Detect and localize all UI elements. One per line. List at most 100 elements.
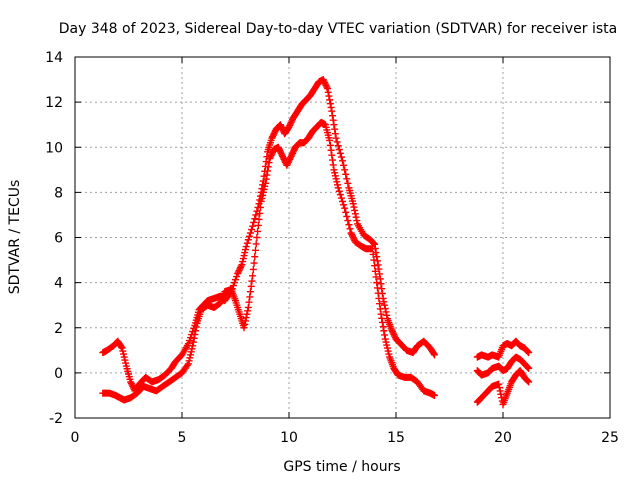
data-point-marker xyxy=(378,318,386,326)
data-point-marker xyxy=(524,348,532,356)
data-point-marker xyxy=(378,314,386,322)
data-point-marker xyxy=(381,301,389,309)
x-tick-label: 10 xyxy=(280,430,298,446)
data-point-marker xyxy=(329,116,337,124)
data-point-marker xyxy=(341,166,349,174)
y-tick-label: -2 xyxy=(49,411,63,427)
data-point-marker xyxy=(256,203,264,211)
data-point-marker xyxy=(117,343,125,351)
data-point-marker xyxy=(523,376,531,384)
data-point-marker xyxy=(376,305,384,313)
data-point-marker xyxy=(243,310,251,318)
data-point-marker xyxy=(352,213,360,221)
y-tick-label: 12 xyxy=(45,95,63,111)
data-point-marker xyxy=(323,83,331,91)
chart-title: Day 348 of 2023, Sidereal Day-to-day VTE… xyxy=(59,21,617,37)
x-tick-label: 15 xyxy=(387,430,405,446)
data-point-marker xyxy=(346,225,354,233)
data-point-marker xyxy=(190,334,198,342)
data-point-marker xyxy=(264,163,272,171)
data-point-marker xyxy=(189,338,197,346)
data-point-marker xyxy=(263,171,271,179)
data-point-marker xyxy=(254,227,262,235)
data-point-marker xyxy=(249,222,257,230)
data-point-marker xyxy=(350,203,358,211)
series-evening-track-middle xyxy=(473,353,533,379)
data-point-marker xyxy=(523,347,531,355)
data-point-marker xyxy=(375,265,383,273)
data-point-marker xyxy=(381,331,389,339)
data-point-marker xyxy=(495,380,503,388)
data-point-marker xyxy=(246,288,254,296)
y-axis-label: SDTVAR / TECUs xyxy=(7,180,23,295)
data-point-marker xyxy=(192,327,200,335)
data-point-marker xyxy=(324,88,332,96)
data-point-marker xyxy=(249,265,257,273)
data-point-marker xyxy=(191,331,199,339)
data-point-marker xyxy=(369,239,377,247)
data-point-marker xyxy=(330,121,338,129)
data-point-marker xyxy=(376,270,384,278)
series-evening-track-lower xyxy=(473,367,533,408)
data-point-marker xyxy=(376,275,384,283)
data-point-marker xyxy=(373,284,381,292)
data-point-marker xyxy=(375,294,383,302)
data-point-marker xyxy=(249,272,257,280)
data-point-marker xyxy=(496,387,504,395)
data-point-marker xyxy=(370,240,378,248)
data-point-marker xyxy=(332,134,340,142)
data-point-marker xyxy=(371,267,379,275)
data-point-marker xyxy=(192,323,200,331)
data-point-marker xyxy=(351,210,359,218)
data-point-marker xyxy=(327,103,335,111)
data-point-marker xyxy=(251,246,259,254)
data-point-marker xyxy=(342,170,350,178)
data-point-marker xyxy=(377,280,385,288)
series-evening-track-upper xyxy=(473,337,533,361)
data-point-marker xyxy=(331,130,339,138)
data-point-marker xyxy=(248,277,256,285)
data-point-marker xyxy=(251,253,259,261)
data-point-marker xyxy=(340,201,348,209)
data-point-marker xyxy=(331,125,339,133)
x-tick-label: 25 xyxy=(601,430,619,446)
data-point-marker xyxy=(255,215,263,223)
data-point-marker xyxy=(430,350,438,358)
data-point-marker xyxy=(374,261,382,269)
data-point-marker xyxy=(244,236,252,244)
data-point-marker xyxy=(370,256,378,264)
data-point-marker xyxy=(244,303,252,311)
data-point-marker xyxy=(524,364,532,372)
data-series xyxy=(99,76,533,408)
y-tick-label: 2 xyxy=(54,321,63,337)
data-point-marker xyxy=(264,167,272,175)
y-tick-label: 14 xyxy=(45,50,63,66)
data-point-marker xyxy=(326,141,334,149)
y-tick-label: 0 xyxy=(54,366,63,382)
data-point-marker xyxy=(241,317,249,325)
data-point-marker xyxy=(523,363,531,371)
data-point-marker xyxy=(326,100,334,108)
data-point-marker xyxy=(326,136,334,144)
x-tick-labels: 0 5 10 15 20 25 xyxy=(71,430,619,446)
data-point-marker xyxy=(339,197,346,205)
data-point-marker xyxy=(340,161,348,169)
data-point-marker xyxy=(342,208,350,216)
data-point-marker xyxy=(253,234,261,241)
x-tick-label: 0 xyxy=(71,430,80,446)
data-point-marker xyxy=(242,243,250,251)
data-point-marker xyxy=(353,217,361,225)
data-point-marker xyxy=(525,364,533,372)
x-tick-label: 20 xyxy=(494,430,512,446)
data-point-marker xyxy=(378,285,386,293)
data-point-marker xyxy=(337,194,345,202)
data-point-marker xyxy=(371,262,379,270)
data-point-marker xyxy=(337,153,345,161)
data-point-marker xyxy=(265,159,273,167)
data-point-marker xyxy=(240,324,248,332)
data-point-marker xyxy=(244,307,252,315)
data-point-marker xyxy=(368,245,376,253)
data-point-marker xyxy=(329,156,337,164)
data-point-marker xyxy=(431,351,439,359)
data-point-marker xyxy=(326,96,334,104)
